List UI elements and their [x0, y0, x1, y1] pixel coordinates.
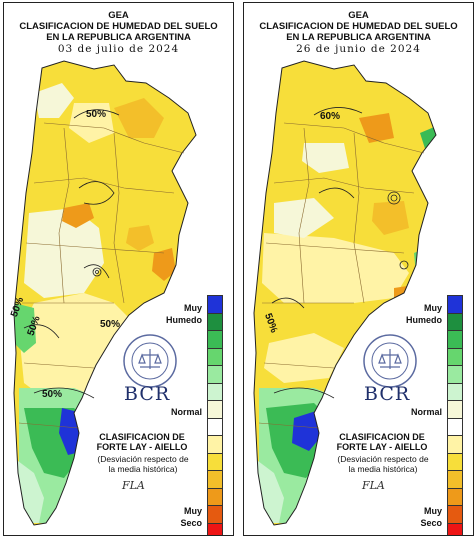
legend-swatch: [447, 400, 463, 418]
classification-line-1: CLASIFICACION DE: [339, 432, 425, 442]
legend-color-scale: [447, 295, 463, 535]
legend-swatch: [447, 435, 463, 453]
deviation-line-2: la media histórica): [108, 464, 178, 474]
zone-andes-green: [14, 303, 36, 353]
classification-line-2: FORTE LAY - AIELLO: [96, 442, 188, 452]
iso-label-a: 60%: [320, 111, 340, 122]
legend-swatch: [207, 312, 223, 330]
signature: FLA: [122, 479, 145, 492]
bcr-logo-text: BCR: [364, 383, 411, 405]
province-borders: [258, 122, 425, 429]
legend-swatch: [447, 347, 463, 365]
legend-label-muy-seco-1: Muy: [424, 506, 442, 516]
deviation-note: (Desviación respecto de la media históri…: [82, 454, 204, 474]
panel-subtitle-2: EN LA REPUBLICA ARGENTINA: [286, 32, 431, 43]
moisture-zones: [14, 83, 176, 523]
legend-swatch: [447, 522, 463, 535]
legend-swatch: [447, 365, 463, 383]
zone-cream-nw: [34, 83, 74, 118]
isolines: [23, 109, 120, 399]
legend-label-muy-humedo-1: Muy: [424, 303, 442, 313]
classification-line-2: FORTE LAY - AIELLO: [336, 442, 428, 452]
legend-swatch: [207, 347, 223, 365]
panel-date: 26 de junio de 2024: [296, 43, 421, 55]
legend-swatch: [447, 505, 463, 523]
legend-swatch: [207, 400, 223, 418]
legend-label-humedo: Humedo: [406, 315, 442, 325]
zone-orange-center: [372, 201, 409, 235]
classification-title: CLASIFICACION DE FORTE LAY - AIELLO: [86, 432, 198, 452]
legend-swatch: [207, 452, 223, 470]
legend-swatch: [207, 417, 223, 435]
legend-swatch: [207, 365, 223, 383]
argentina-soil-moisture-map: 50% 50% 50% 50% 50%: [9, 60, 197, 526]
legend-swatch: [207, 330, 223, 348]
legend-swatch: [207, 522, 223, 535]
legend-swatch: [447, 487, 463, 505]
bolsa-seal-logo: [123, 334, 177, 388]
deviation-note: (Desviación respecto de la media históri…: [322, 454, 444, 474]
legend-color-scale: [207, 295, 223, 535]
legend-swatch: [447, 382, 463, 400]
zone-light-yellow: [19, 293, 134, 398]
zone-light-yellow-south: [264, 333, 344, 383]
zone-orange-center: [62, 203, 94, 228]
argentina-soil-moisture-map: 60% 50%: [253, 60, 437, 526]
legend-swatch: [207, 470, 223, 488]
deviation-line-1: (Desviación respecto de: [337, 454, 429, 464]
zone-orange-east: [394, 285, 414, 305]
panel-title: GEA: [108, 10, 129, 21]
deviation-line-2: la media histórica): [348, 464, 418, 474]
zone-pale-north: [69, 103, 114, 143]
legend-swatch: [447, 330, 463, 348]
country-outline: [13, 60, 197, 526]
legend-swatch: [207, 382, 223, 400]
legend-swatch: [207, 505, 223, 523]
legend-swatch: [447, 312, 463, 330]
legend-swatch: [447, 470, 463, 488]
classification-title: CLASIFICACION DE FORTE LAY - AIELLO: [326, 432, 438, 452]
province-borders: [18, 122, 185, 429]
zone-orange-north: [114, 98, 164, 138]
map-panel-jul03: 50% 50% 50% 50% 50% GEA CLASIFICACION DE…: [3, 2, 234, 536]
legend-label-seco: Seco: [180, 518, 202, 528]
bolsa-seal-logo: [363, 334, 417, 388]
legend-label-humedo: Humedo: [166, 315, 202, 325]
legend-swatch: [207, 487, 223, 505]
panel-date: 03 de julio de 2024: [57, 43, 180, 55]
legend-label-muy-seco-1: Muy: [184, 506, 202, 516]
panel-subtitle-1: CLASIFICACION DE HUMEDAD DEL SUELO: [259, 21, 458, 32]
panel-subtitle-1: CLASIFICACION DE HUMEDAD DEL SUELO: [19, 21, 218, 32]
isolines: [271, 107, 409, 399]
legend-label-seco: Seco: [420, 518, 442, 528]
panel-title: GEA: [348, 10, 369, 21]
bcr-logo-text: BCR: [124, 383, 171, 405]
zone-cream-north: [302, 143, 349, 173]
iso-label-b: 50%: [100, 319, 120, 330]
map-panel-jun26: 60% 50% GEA CLASIFICACION DE HUMEDAD DEL…: [243, 2, 474, 536]
iso-label-d: 50%: [42, 389, 62, 400]
legend-swatch: [447, 417, 463, 435]
zone-cream: [274, 198, 334, 238]
deviation-line-1: (Desviación respecto de: [97, 454, 189, 464]
signature: FLA: [362, 479, 385, 492]
legend-swatch: [207, 435, 223, 453]
legend-swatch: [207, 295, 223, 313]
classification-line-1: CLASIFICACION DE: [99, 432, 185, 442]
zone-cream: [24, 208, 104, 298]
legend-swatch: [447, 295, 463, 313]
panel-subtitle-2: EN LA REPUBLICA ARGENTINA: [46, 32, 191, 43]
zone-orange-pampa: [126, 225, 154, 251]
legend-swatch: [447, 452, 463, 470]
zone-orange-north: [359, 113, 394, 143]
country-outline: [253, 60, 437, 526]
iso-label-a: 50%: [86, 109, 106, 120]
legend-label-normal: Normal: [410, 407, 442, 417]
legend-label-muy-humedo-1: Muy: [184, 303, 202, 313]
legend-label-normal: Normal: [170, 407, 202, 417]
zone-orange-east: [152, 248, 176, 281]
